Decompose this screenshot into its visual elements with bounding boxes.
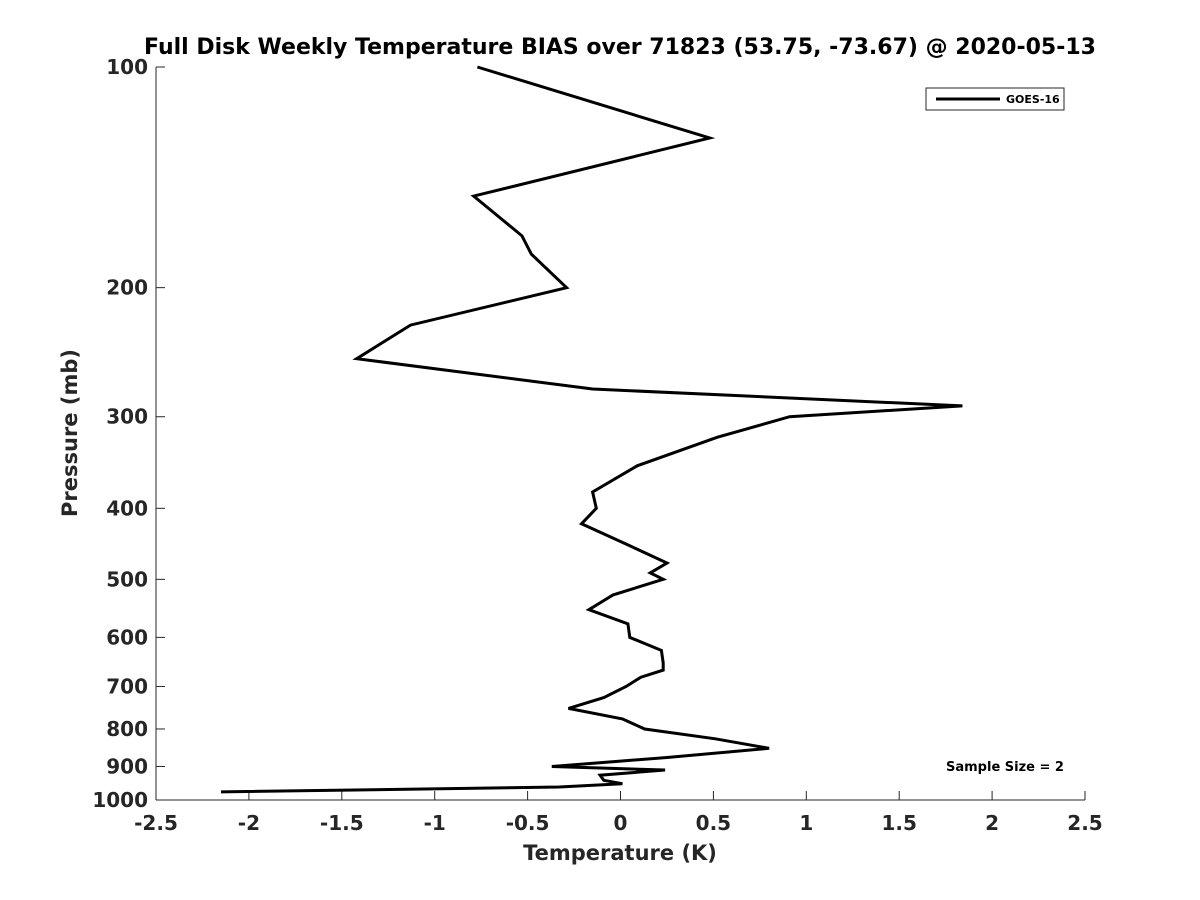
- x-tick-label: -0.5: [506, 811, 550, 835]
- x-ticks: -2.5 -2 -1.5 -1 -0.5 0 0.5 1 1.5 2 2.5: [134, 791, 1103, 835]
- x-tick-label: -2.5: [134, 811, 178, 835]
- series-line-goes-16: [220, 65, 963, 794]
- y-tick-label: 300: [106, 405, 148, 429]
- x-axis-title: Temperature (K): [523, 841, 717, 865]
- x-tick-label: 2: [985, 811, 999, 835]
- y-tick-label: 600: [106, 625, 148, 649]
- y-tick-label: 700: [106, 674, 148, 698]
- y-tick-label: 1000: [92, 788, 148, 812]
- plot-frame: [156, 67, 1085, 800]
- series-layer: [220, 65, 963, 794]
- x-tick-label: -1: [424, 811, 446, 835]
- x-tick-label: 1: [799, 811, 813, 835]
- legend-label-goes-16: GOES-16: [1006, 93, 1060, 106]
- y-tick-label: 500: [106, 567, 148, 591]
- y-axis-title: Pressure (mb): [58, 349, 82, 517]
- y-tick-label: 400: [106, 496, 148, 520]
- legend: GOES-16: [925, 87, 1065, 111]
- chart-title: Full Disk Weekly Temperature BIAS over 7…: [144, 35, 1096, 60]
- plot-area: [155, 67, 1085, 801]
- x-tick-label: 0: [614, 811, 628, 835]
- y-tick-label: 900: [106, 754, 148, 778]
- x-tick-label: -1.5: [320, 811, 364, 835]
- y-tick-label: 200: [106, 276, 148, 300]
- x-tick-label: 1.5: [881, 811, 916, 835]
- x-tick-label: 2.5: [1067, 811, 1102, 835]
- y-tick-label: 800: [106, 717, 148, 741]
- sample-size-annotation: Sample Size = 2: [946, 760, 1064, 775]
- x-tick-label: -2: [238, 811, 260, 835]
- x-tick-label: 0.5: [696, 811, 731, 835]
- y-tick-label: 100: [106, 55, 148, 79]
- y-ticks: 100 200 300 400 500 600 700 800 900 1000: [92, 55, 165, 812]
